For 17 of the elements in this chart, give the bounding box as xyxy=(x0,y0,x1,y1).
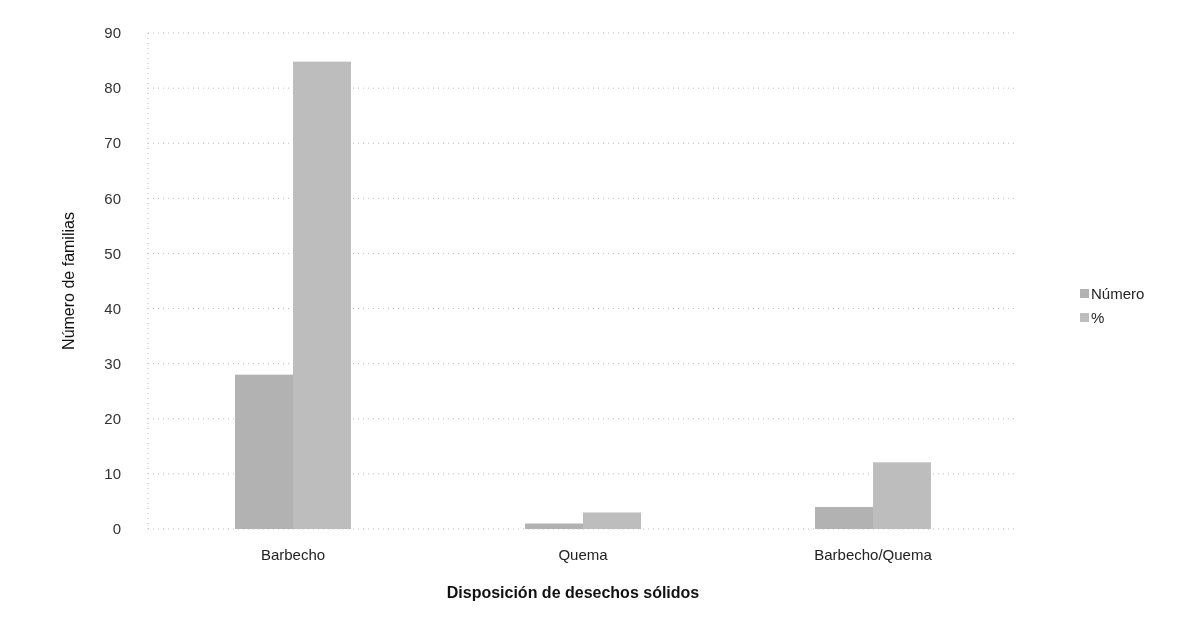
y-tick-label: 10 xyxy=(104,465,121,483)
y-tick-label: 0 xyxy=(112,520,121,538)
y-tick-label: 60 xyxy=(104,189,121,207)
y-axis-title: Número de familias xyxy=(60,212,77,350)
x-tick-label: Quema xyxy=(558,546,609,563)
x-axis-title: Disposición de desechos sólidos xyxy=(446,584,700,601)
y-tick-label: 90 xyxy=(104,24,121,42)
y-tick-label: 20 xyxy=(104,410,121,428)
y-tick-label: 50 xyxy=(104,244,121,262)
y-tick-label: 30 xyxy=(104,354,121,372)
y-tick-label: 80 xyxy=(104,79,121,97)
x-tick-label: Barbecho xyxy=(260,546,326,563)
y-tick-label: 70 xyxy=(104,134,121,152)
legend-label: Número xyxy=(1091,285,1145,303)
x-tick-label: Barbecho/Quema xyxy=(814,546,933,563)
legend-label: % xyxy=(1091,309,1105,327)
y-tick-label: 40 xyxy=(104,299,121,317)
